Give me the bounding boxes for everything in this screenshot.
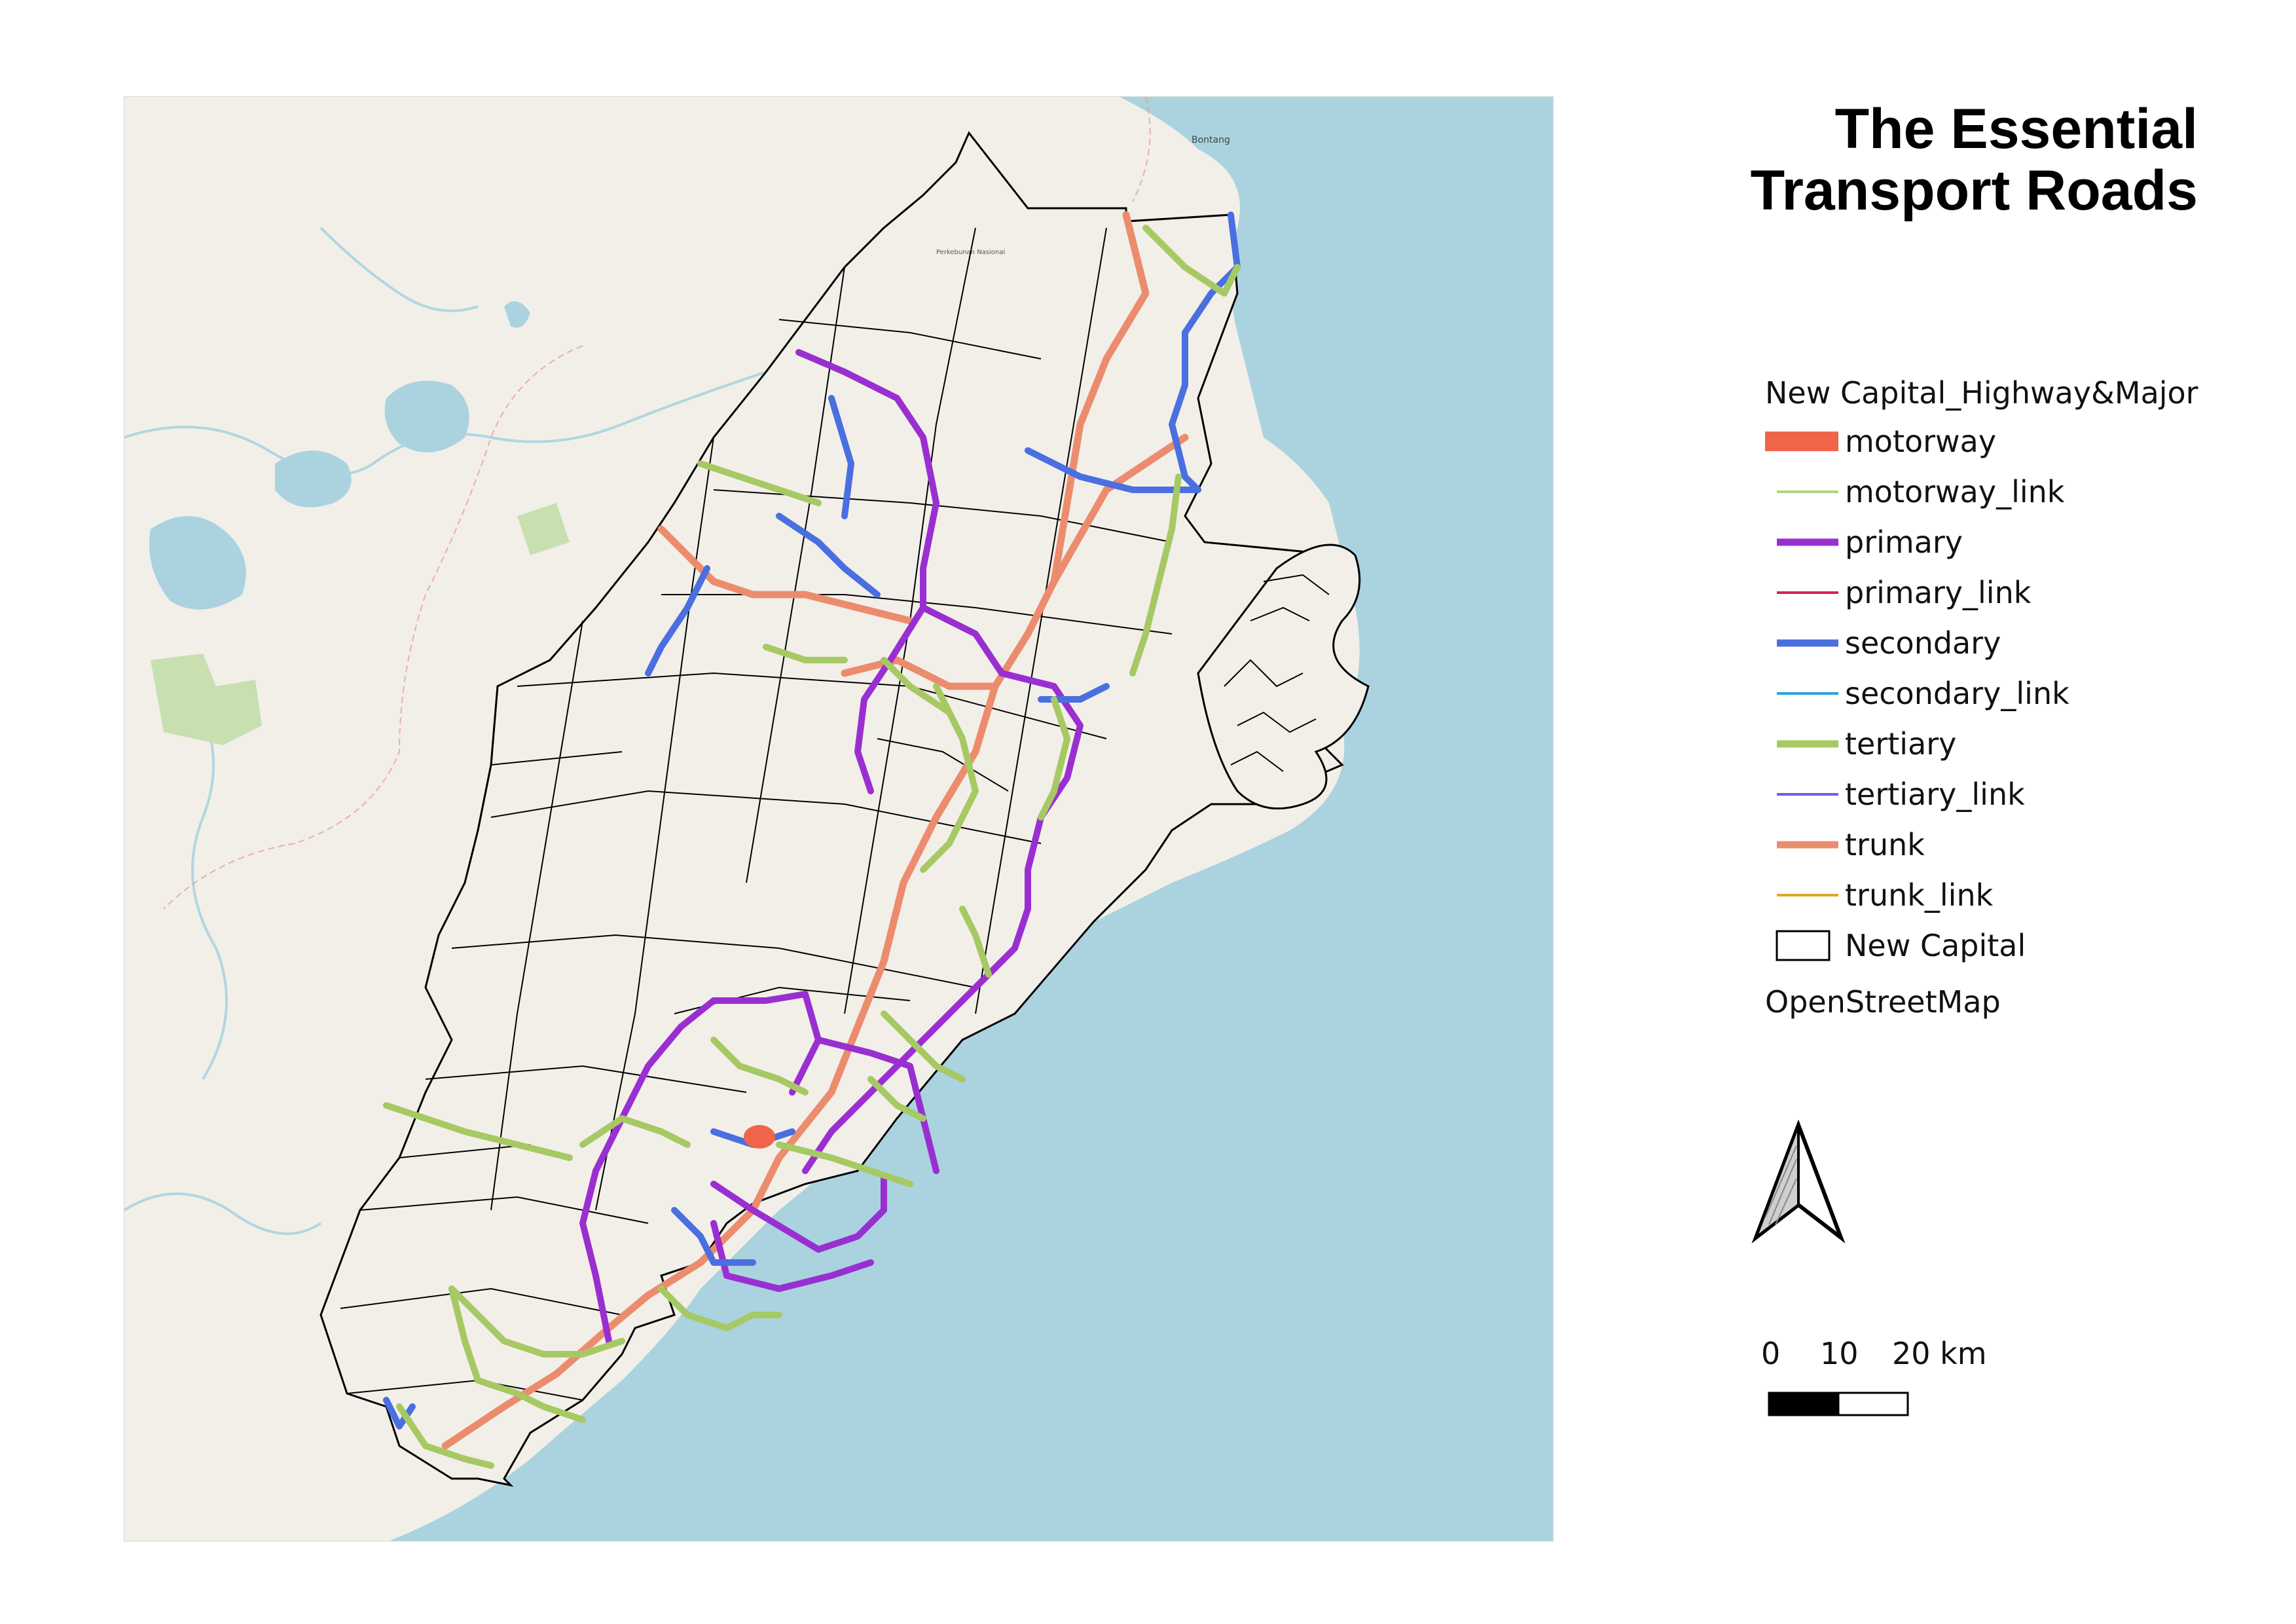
legend-label: New Capital <box>1845 927 2026 963</box>
legend-label: primary_link <box>1845 574 2032 610</box>
legend-label: secondary_link <box>1845 675 2069 711</box>
map-legend: New Capital_Highway&Major motorway motorw… <box>1765 370 2263 1022</box>
legend-label: primary <box>1845 524 1963 560</box>
legend-label: trunk <box>1845 826 1925 862</box>
legend-label: motorway <box>1845 423 1997 459</box>
legend-row-tertiary-link: tertiary_link <box>1765 769 2263 819</box>
map-svg: Bontang Perkebunan Nasional <box>124 97 1553 1541</box>
legend-swatch-icon <box>1765 472 1838 511</box>
legend-row-motorway: motorway <box>1765 416 2263 466</box>
legend-row-motorway-link: motorway_link <box>1765 466 2263 517</box>
admin-boundaries <box>163 97 1151 910</box>
legend-swatch-icon <box>1765 573 1838 612</box>
legend-label: tertiary <box>1845 726 1957 762</box>
legend-label: secondary <box>1845 625 2001 661</box>
legend-label: trunk_link <box>1845 877 1994 913</box>
legend-swatch-icon <box>1765 825 1838 864</box>
delta-outline <box>1197 544 1370 810</box>
legend-swatch-shape <box>1776 930 1831 961</box>
primary-roads <box>583 352 1084 1344</box>
north-arrow-icon <box>1751 1120 1846 1244</box>
map-title: The Essential Transport Roads <box>1674 98 2198 221</box>
scale-tick-10: 10 <box>1820 1336 1859 1371</box>
tertiary-roads <box>383 225 1241 1469</box>
legend-basemap-label: OpenStreetMap <box>1765 984 2001 1020</box>
map-title-line: Transport Roads <box>1750 159 2198 222</box>
legend-swatch-icon <box>1765 623 1838 663</box>
legend-row-primary-link: primary_link <box>1765 567 2263 618</box>
legend-row-trunk: trunk <box>1765 819 2263 870</box>
legend-row-secondary-link: secondary_link <box>1765 668 2263 718</box>
legend-swatch-icon <box>1765 674 1838 713</box>
legend-label: tertiary_link <box>1845 776 2025 812</box>
legend-swatch-icon <box>1765 876 1838 915</box>
scale-tick-0: 0 <box>1761 1336 1781 1371</box>
legend-layer-title: New Capital_Highway&Major <box>1765 375 2198 411</box>
sea-area <box>389 97 1553 1541</box>
lake-features <box>149 301 530 610</box>
legend-row-trunk-link: trunk_link <box>1765 870 2263 920</box>
basemap-label-plantation: Perkebunan Nasional <box>936 249 1005 256</box>
map-canvas[interactable]: Bontang Perkebunan Nasional <box>124 96 1554 1541</box>
motorway-segment <box>744 1125 775 1149</box>
legend-swatch-shape <box>1765 431 1838 451</box>
legend-row-secondary: secondary <box>1765 618 2263 668</box>
legend-swatch-icon <box>1765 422 1838 461</box>
delta-channels <box>1224 574 1330 772</box>
basemap-label-bontang: Bontang <box>1192 135 1230 145</box>
scale-bar-graphic <box>1768 1392 1909 1416</box>
legend-label: motorway_link <box>1845 473 2065 509</box>
legend-swatch-icon <box>1765 775 1838 814</box>
map-title-line: The Essential <box>1834 98 2198 160</box>
legend-row-primary: primary <box>1765 517 2263 567</box>
legend-swatch-icon <box>1765 926 1838 965</box>
legend-swatch-icon <box>1765 523 1838 562</box>
scale-bar: 0 10 20 km <box>1761 1336 1997 1428</box>
legend-row-tertiary: tertiary <box>1765 718 2263 769</box>
legend-row-new-capital: New Capital <box>1765 920 2263 970</box>
legend-swatch-icon <box>1765 724 1838 764</box>
scale-tick-20: 20 km <box>1892 1336 1987 1371</box>
